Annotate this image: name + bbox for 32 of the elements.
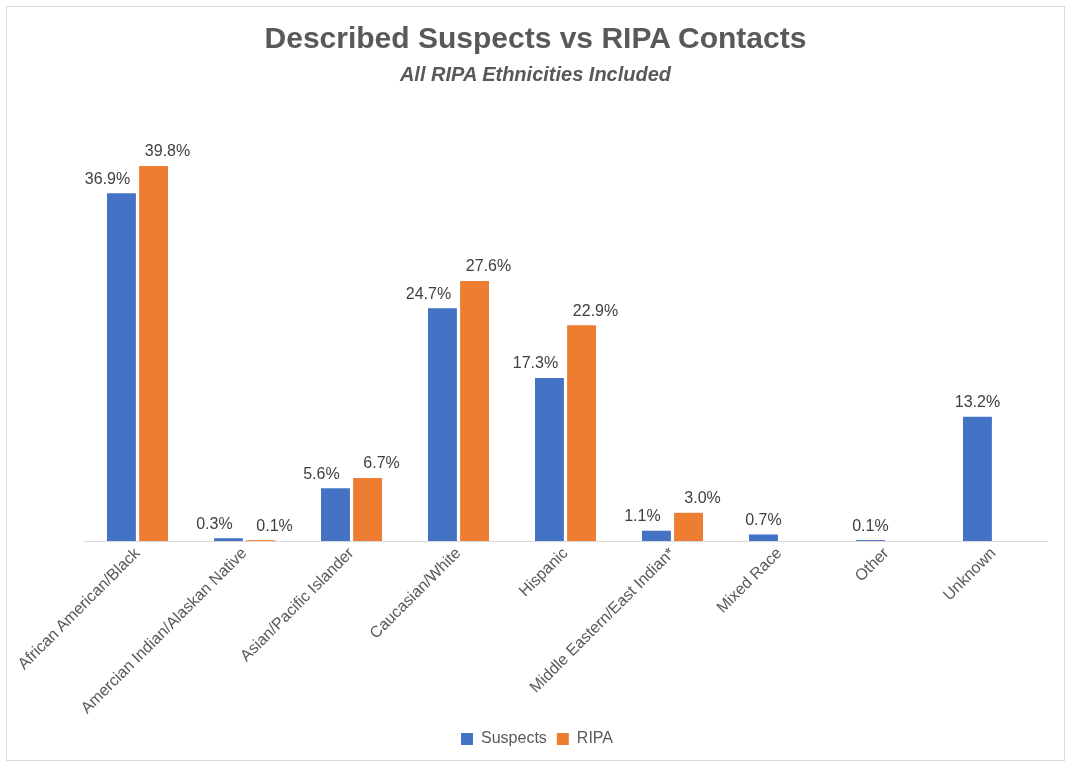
- bar: [642, 530, 671, 542]
- bar: [353, 477, 382, 542]
- data-label: 5.6%: [303, 464, 340, 482]
- bar: [460, 280, 489, 542]
- data-label: 0.3%: [196, 514, 233, 532]
- data-label: 0.7%: [745, 510, 782, 528]
- bar: [535, 378, 564, 542]
- bar: [107, 193, 136, 542]
- chart-title: Described Suspects vs RIPA Contacts: [263, 21, 808, 55]
- data-label: 6.7%: [363, 454, 400, 472]
- bar: [321, 488, 350, 542]
- legend-label: RIPA: [576, 729, 614, 747]
- bar: [428, 308, 457, 542]
- bar: [214, 538, 243, 542]
- data-label: 24.7%: [405, 284, 452, 302]
- bar: [963, 416, 992, 542]
- data-label: 13.2%: [954, 393, 1001, 411]
- bar: [749, 534, 778, 542]
- data-label: 22.9%: [572, 301, 619, 319]
- data-label: 0.1%: [256, 516, 293, 534]
- data-label: 3.0%: [684, 489, 721, 507]
- legend-label: Suspects: [481, 729, 547, 747]
- data-label: 1.1%: [624, 507, 661, 525]
- bar: [567, 325, 596, 542]
- data-label: 36.9%: [84, 169, 131, 187]
- data-label: 27.6%: [465, 257, 512, 275]
- data-label: 17.3%: [512, 354, 559, 372]
- bar: [139, 166, 168, 542]
- bar: [674, 512, 703, 542]
- data-label: 39.8%: [144, 142, 191, 160]
- chart-subtitle: All RIPA Ethnicities Included: [398, 63, 673, 86]
- data-label: 0.1%: [852, 516, 889, 534]
